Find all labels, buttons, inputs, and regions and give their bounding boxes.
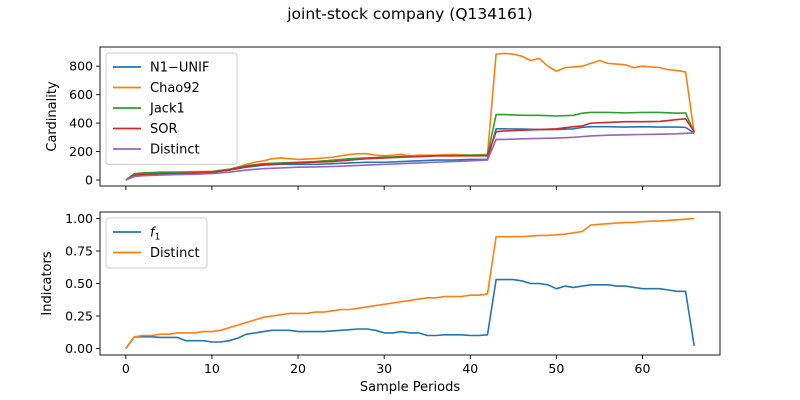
x-axis-label: Sample Periods [360,380,460,395]
legend-box [105,52,238,165]
legend-label: Chao92 [150,81,200,96]
figure-title: joint-stock company (Q134161) [286,5,532,23]
y-tick-label: 1.00 [65,211,93,226]
legend-label: SOR [150,122,178,137]
y-axis-label: Cardinality [45,81,60,152]
y-tick-label: 0 [85,173,93,188]
y-tick-label: 0.75 [65,244,93,259]
y-tick-label: 800 [69,59,93,74]
x-tick-label: 20 [290,361,306,376]
y-axis-label: Indicators [40,251,55,315]
series-line-1-0 [125,278,695,349]
x-tick-label: 30 [376,361,392,376]
legend-label: f1 [150,226,160,243]
legend-label: Distinct [150,246,200,261]
series-line-0-3 [125,118,695,181]
y-tick-label: 600 [69,87,93,102]
y-tick-label: 0.50 [65,276,93,291]
x-tick-label: 0 [122,361,130,376]
indicators-chart: 0 10 20 30 40 50 60 0.00 0.25 0.50 0.75 1.00 Indicat… [40,211,721,395]
legend: N1−UNIF Chao92 Jack1 SOR Distinct [105,52,238,165]
legend-label: Distinct [150,143,200,158]
series-line-1-1 [125,217,695,349]
plot-frame [99,46,721,187]
y-tick-label: 400 [69,116,93,131]
x-tick-label: 10 [204,361,220,376]
legend: f1 Distinct [105,217,208,269]
legend-box [105,217,208,269]
x-tick-label: 60 [635,361,651,376]
legend-label: Jack1 [149,102,185,117]
legend-label: N1−UNIF [150,61,209,76]
y-tick-label: 0.25 [65,309,93,324]
x-tick-label: 50 [548,361,564,376]
x-tick-label: 40 [462,361,478,376]
cardinality-chart: 0 200 400 600 800 Cardinality N1−UNIF Chao92 Jac… [45,46,721,190]
y-tick-label: 0.00 [65,341,93,356]
series-line-0-4 [125,132,695,181]
y-tick-label: 200 [69,144,93,159]
